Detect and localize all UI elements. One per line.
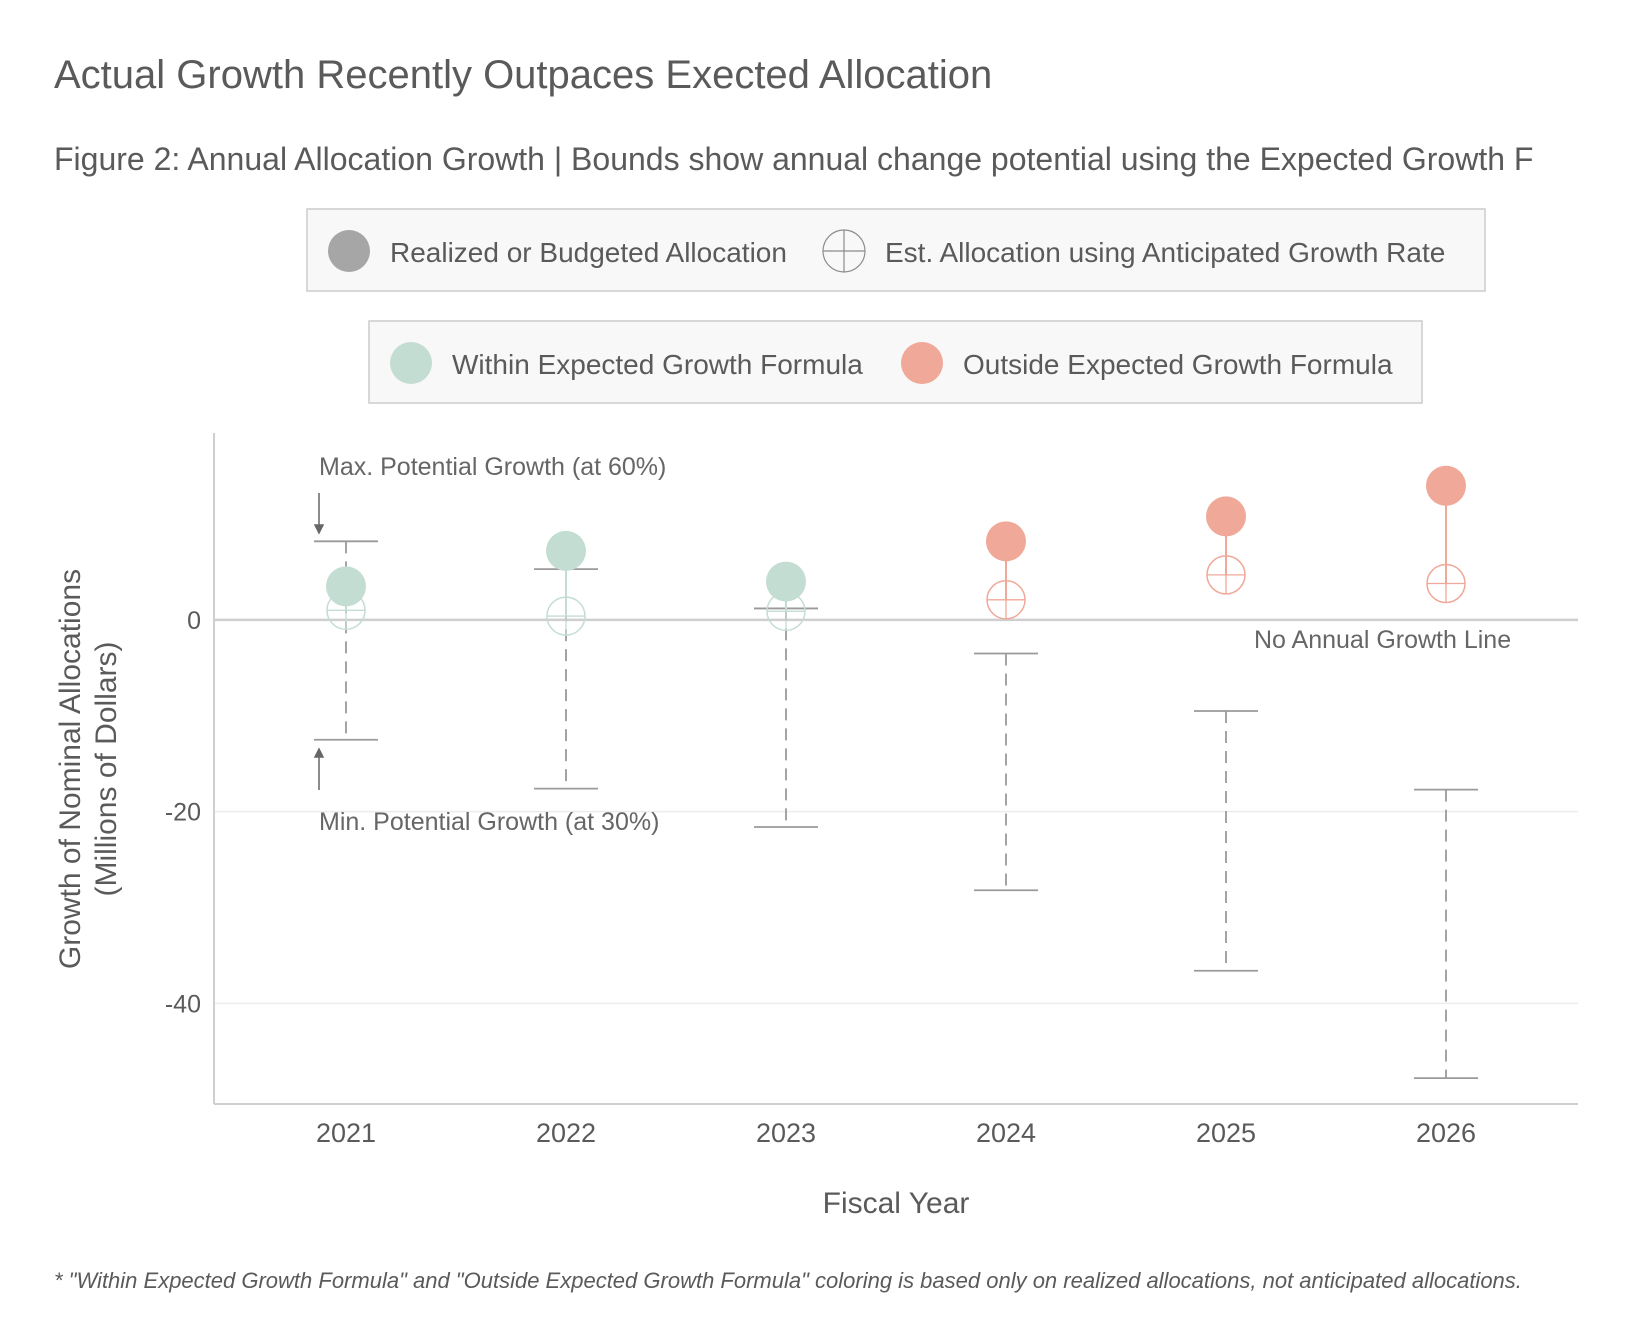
realized-allocation-point [766, 562, 806, 602]
realized-allocation-point [1206, 496, 1246, 536]
x-tick-label: 2026 [1416, 1118, 1476, 1148]
legend-color: Within Expected Growth Formula Outside E… [369, 321, 1422, 403]
chart-subtitle: Figure 2: Annual Allocation Growth | Bou… [54, 141, 1533, 177]
x-tick-label: 2025 [1196, 1118, 1256, 1148]
legend-shape-label: Realized or Budgeted Allocation [390, 237, 787, 268]
x-tick-label: 2022 [536, 1118, 596, 1148]
max-bound-annotation: Max. Potential Growth (at 60%) [319, 453, 666, 481]
x-tick-label: 2024 [976, 1118, 1036, 1148]
y-tick-label: 0 [187, 607, 201, 635]
filled-circle-icon [328, 230, 370, 272]
outside-color-swatch [901, 342, 943, 384]
y-axis-title-line-2: (Millions of Dollars) [90, 641, 123, 896]
legend-color-item-outside: Outside Expected Growth Formula [901, 342, 1393, 384]
legend-shape-label: Est. Allocation using Anticipated Growth… [885, 237, 1445, 268]
max-annotation-arrow [315, 493, 323, 533]
legend-color-label: Outside Expected Growth Formula [963, 349, 1393, 380]
zero-line-annotation: No Annual Growth Line [1254, 626, 1511, 654]
y-axis-title: Growth of Nominal Allocations (Millions … [54, 569, 123, 969]
min-annotation-arrow [315, 749, 323, 790]
realized-allocation-point [326, 566, 366, 606]
y-tick-label: -40 [165, 990, 201, 1018]
realized-allocation-point [546, 531, 586, 571]
y-tick-label: -20 [165, 799, 201, 827]
footnote: * "Within Expected Growth Formula" and "… [54, 1268, 1522, 1293]
plot-area [314, 466, 1478, 1078]
legend-shape: Realized or Budgeted Allocation Est. All… [307, 209, 1485, 291]
x-tick-label: 2023 [756, 1118, 816, 1148]
x-tick-label: 2021 [316, 1118, 376, 1148]
within-color-swatch [390, 342, 432, 384]
chart-background: 0 -20 -40 2021 2022 2023 2024 2025 2026 [165, 607, 1578, 1148]
legend-color-item-within: Within Expected Growth Formula [390, 342, 863, 384]
realized-allocation-point [986, 521, 1026, 561]
legend-color-label: Within Expected Growth Formula [452, 349, 863, 380]
chart-title: Actual Growth Recently Outpaces Exected … [54, 53, 992, 97]
y-axis-title-line-1: Growth of Nominal Allocations [54, 569, 87, 969]
chart: 0 -20 -40 2021 2022 2023 2024 2025 2026 Actual G… [0, 0, 1632, 1344]
min-bound-annotation: Min. Potential Growth (at 30%) [319, 808, 659, 836]
realized-allocation-point [1426, 466, 1466, 506]
legend-shape-item-realized: Realized or Budgeted Allocation [328, 230, 787, 272]
x-axis-title: Fiscal Year [823, 1187, 970, 1220]
legend-shape-item-estimated: Est. Allocation using Anticipated Growth… [823, 230, 1445, 272]
crosshair-circle-icon [823, 230, 865, 272]
